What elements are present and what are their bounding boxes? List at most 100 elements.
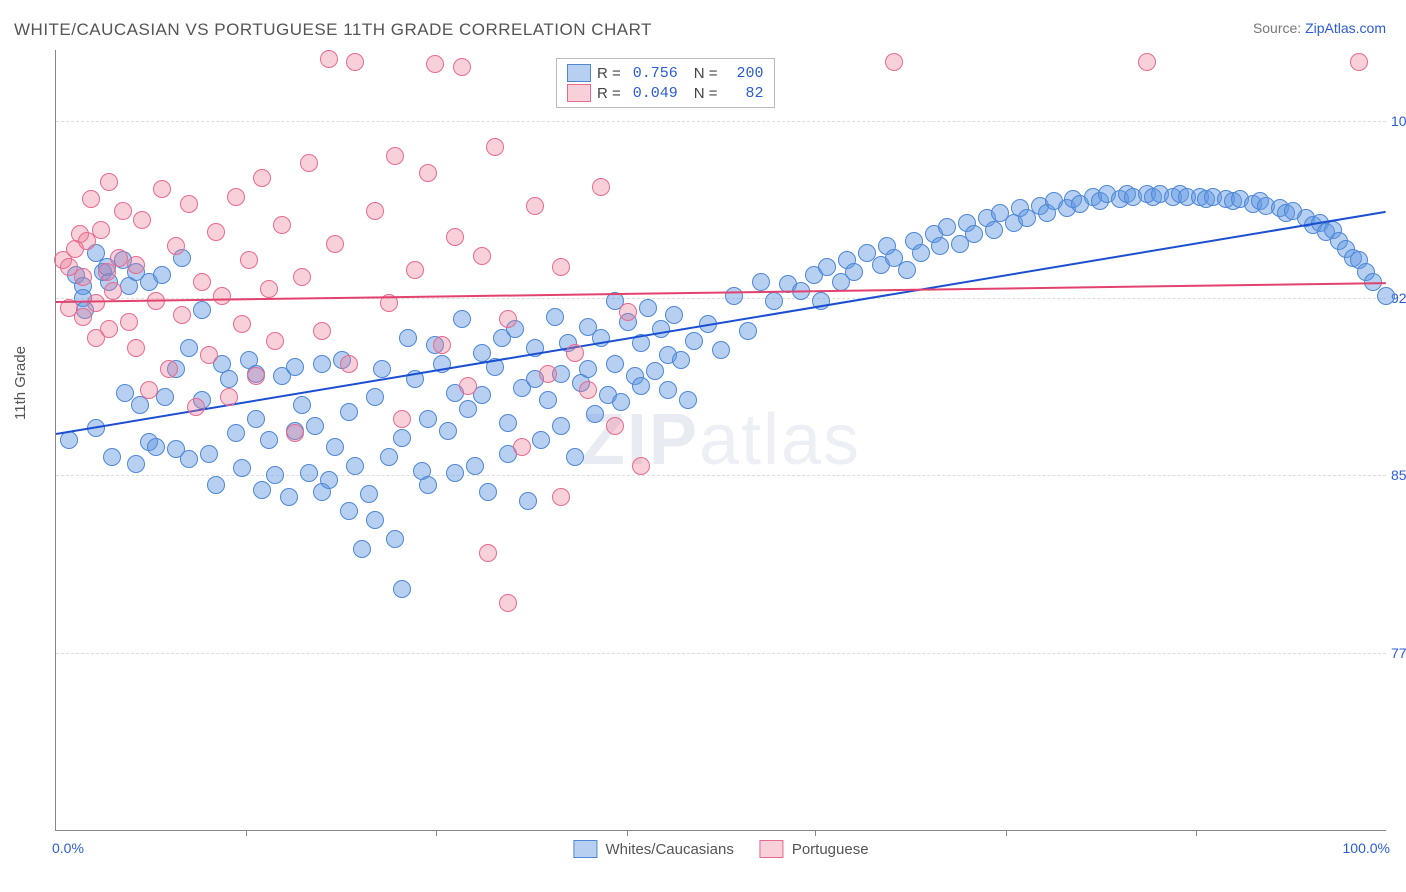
- scatter-point: [247, 410, 265, 428]
- scatter-point: [685, 332, 703, 350]
- legend-swatch: [573, 840, 597, 858]
- y-tick-label: 85.0%: [1391, 467, 1406, 483]
- scatter-point: [207, 223, 225, 241]
- scatter-point: [313, 355, 331, 373]
- scatter-point: [453, 58, 471, 76]
- scatter-point: [985, 221, 1003, 239]
- scatter-point: [92, 221, 110, 239]
- plot-area: ZIPatlas R =0.756N =200R =0.049N =82 0.0…: [55, 50, 1386, 831]
- scatter-point: [513, 438, 531, 456]
- scatter-point: [187, 398, 205, 416]
- scatter-point: [526, 197, 544, 215]
- scatter-point: [539, 365, 557, 383]
- scatter-point: [273, 216, 291, 234]
- scatter-point: [586, 405, 604, 423]
- scatter-point: [606, 355, 624, 373]
- scatter-point: [260, 280, 278, 298]
- scatter-point: [579, 360, 597, 378]
- scatter-point: [340, 403, 358, 421]
- scatter-point: [406, 261, 424, 279]
- scatter-point: [353, 540, 371, 558]
- scatter-point: [725, 287, 743, 305]
- scatter-point: [127, 256, 145, 274]
- scatter-point: [340, 502, 358, 520]
- legend-row: R =0.049N =82: [567, 83, 764, 103]
- scatter-point: [326, 438, 344, 456]
- scatter-point: [453, 310, 471, 328]
- scatter-point: [180, 195, 198, 213]
- scatter-point: [459, 400, 477, 418]
- scatter-point: [306, 417, 324, 435]
- scatter-point: [326, 235, 344, 253]
- scatter-point: [100, 320, 118, 338]
- series-legend-item: Portuguese: [760, 840, 869, 858]
- scatter-point: [898, 261, 916, 279]
- scatter-point: [473, 247, 491, 265]
- gridline: [56, 653, 1386, 654]
- y-axis-label: 11th Grade: [12, 346, 29, 420]
- scatter-point: [566, 344, 584, 362]
- scatter-point: [266, 332, 284, 350]
- gridline: [56, 475, 1386, 476]
- scatter-point: [280, 488, 298, 506]
- scatter-point: [127, 339, 145, 357]
- scatter-point: [1138, 53, 1156, 71]
- scatter-point: [665, 306, 683, 324]
- scatter-point: [173, 306, 191, 324]
- legend-swatch: [567, 64, 591, 82]
- scatter-point: [393, 410, 411, 428]
- scatter-point: [74, 308, 92, 326]
- correlation-legend: R = 0.756 N = 200R =0.049N =82: [556, 58, 775, 108]
- scatter-point: [566, 448, 584, 466]
- scatter-point: [479, 544, 497, 562]
- scatter-point: [539, 391, 557, 409]
- scatter-point: [632, 377, 650, 395]
- legend-r-value: 0.756: [633, 65, 678, 82]
- scatter-point: [1350, 53, 1368, 71]
- scatter-point: [552, 417, 570, 435]
- scatter-point: [74, 268, 92, 286]
- trend-line: [56, 211, 1386, 435]
- legend-r-label: R =: [597, 65, 621, 82]
- source-label: Source:: [1253, 20, 1301, 36]
- legend-n-label: N =: [694, 85, 718, 102]
- scatter-point: [519, 492, 537, 510]
- scatter-point: [399, 329, 417, 347]
- scatter-point: [419, 410, 437, 428]
- scatter-point: [659, 381, 677, 399]
- watermark: ZIPatlas: [581, 399, 861, 481]
- scatter-point: [765, 292, 783, 310]
- source-link[interactable]: ZipAtlas.com: [1305, 20, 1386, 36]
- scatter-point: [340, 355, 358, 373]
- scatter-point: [346, 53, 364, 71]
- scatter-point: [419, 476, 437, 494]
- scatter-point: [110, 249, 128, 267]
- x-tick: [627, 830, 628, 836]
- scatter-point: [167, 237, 185, 255]
- scatter-point: [632, 457, 650, 475]
- scatter-point: [366, 511, 384, 529]
- scatter-point: [153, 180, 171, 198]
- scatter-point: [253, 169, 271, 187]
- scatter-point: [200, 346, 218, 364]
- legend-n-value: 200: [730, 65, 764, 82]
- scatter-point: [612, 393, 630, 411]
- scatter-point: [346, 457, 364, 475]
- scatter-point: [546, 308, 564, 326]
- scatter-point: [300, 154, 318, 172]
- scatter-point: [931, 237, 949, 255]
- scatter-point: [965, 225, 983, 243]
- scatter-point: [499, 414, 517, 432]
- scatter-point: [207, 476, 225, 494]
- scatter-point: [380, 448, 398, 466]
- scatter-point: [156, 388, 174, 406]
- scatter-point: [320, 50, 338, 68]
- x-tick: [436, 830, 437, 836]
- scatter-point: [473, 344, 491, 362]
- scatter-point: [845, 263, 863, 281]
- x-tick: [246, 830, 247, 836]
- scatter-point: [486, 138, 504, 156]
- scatter-point: [200, 445, 218, 463]
- scatter-point: [82, 190, 100, 208]
- series-legend-item: Whites/Caucasians: [573, 840, 733, 858]
